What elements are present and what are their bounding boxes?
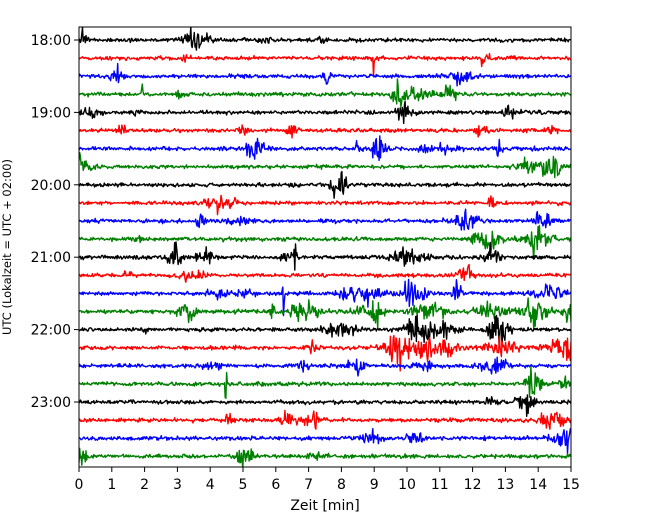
x-tick-label: 8 bbox=[337, 477, 346, 493]
trace-line bbox=[79, 124, 571, 139]
trace-line bbox=[79, 208, 571, 231]
trace-line bbox=[79, 241, 571, 271]
trace-line bbox=[79, 314, 571, 348]
trace-line bbox=[79, 224, 571, 261]
plot-frame bbox=[78, 26, 572, 468]
x-tick-label: 11 bbox=[431, 477, 449, 493]
x-axis: 0 1 2 3 4 5 6 7 8 9 10 11 12 13 14 15 bbox=[75, 467, 580, 493]
trace-line bbox=[79, 278, 571, 317]
x-tick-label: 6 bbox=[271, 477, 280, 493]
y-tick-label: 18:00 bbox=[31, 33, 71, 49]
y-axis-label: UTC (Lokalzeit = UTC + 02:00) bbox=[0, 159, 14, 335]
trace-line bbox=[79, 356, 571, 377]
y-tick-label: 20:00 bbox=[31, 178, 71, 194]
trace-line bbox=[79, 135, 571, 162]
trace-line bbox=[79, 52, 571, 78]
seismogram-traces bbox=[79, 27, 571, 467]
trace-line bbox=[79, 152, 571, 179]
x-tick-label: 0 bbox=[75, 477, 84, 493]
x-tick-label: 12 bbox=[464, 477, 482, 493]
x-tick-label: 15 bbox=[562, 477, 580, 493]
x-tick-label: 14 bbox=[529, 477, 547, 493]
trace-line bbox=[79, 194, 571, 216]
trace-line bbox=[79, 334, 571, 372]
y-tick-label: 22:00 bbox=[31, 323, 71, 339]
trace-line bbox=[79, 297, 571, 331]
x-tick-label: 2 bbox=[140, 477, 149, 493]
x-tick-label: 4 bbox=[206, 477, 215, 493]
trace-line bbox=[79, 394, 571, 417]
x-tick-label: 3 bbox=[173, 477, 182, 493]
x-tick-label: 1 bbox=[107, 477, 116, 493]
y-axis: 18:00 19:00 20:00 21:00 22:00 23:00 bbox=[31, 33, 79, 411]
x-axis-label: Zeit [min] bbox=[290, 498, 359, 514]
trace-line bbox=[79, 409, 571, 430]
trace-line bbox=[79, 365, 571, 399]
y-tick-label: 23:00 bbox=[31, 395, 71, 411]
trace-line bbox=[79, 27, 571, 51]
y-tick-label: 19:00 bbox=[31, 105, 71, 121]
y-tick-label: 21:00 bbox=[31, 250, 71, 266]
x-tick-label: 9 bbox=[370, 477, 379, 493]
trace-line bbox=[79, 78, 571, 108]
x-tick-label: 13 bbox=[496, 477, 514, 493]
trace-line bbox=[79, 447, 571, 467]
trace-line bbox=[79, 428, 571, 454]
trace-line bbox=[79, 263, 571, 283]
x-tick-label: 7 bbox=[304, 477, 313, 493]
trace-line bbox=[79, 100, 571, 125]
x-tick-label: 5 bbox=[239, 477, 248, 493]
x-tick-label: 10 bbox=[398, 477, 416, 493]
trace-line bbox=[79, 62, 571, 87]
trace-line bbox=[79, 170, 571, 199]
